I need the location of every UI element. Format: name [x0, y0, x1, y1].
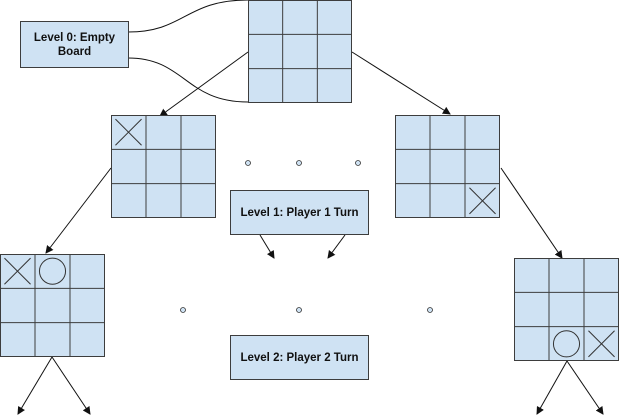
edge-label1-down-left	[259, 234, 275, 259]
edge-root-to-level1-left	[159, 51, 249, 117]
edge-root-to-level1-right	[351, 51, 451, 115]
edge-level2-left-down-right	[51, 356, 91, 415]
level0-label: Level 0: Empty Board	[20, 21, 129, 68]
level1-label: Level 1: Player 1 Turn	[230, 190, 369, 235]
ellipsis-dots-level1	[245, 160, 361, 166]
edge-level1-left-to-level2-left	[45, 167, 112, 254]
ellipsis-dot	[296, 307, 302, 313]
o-mark	[552, 330, 581, 358]
board-frame	[514, 258, 619, 361]
ellipsis-dots-level2	[180, 307, 433, 313]
ellipsis-dot	[296, 160, 302, 166]
level2-label: Level 2: Player 2 Turn	[230, 335, 369, 380]
edge-level2-left-down-left	[17, 356, 53, 415]
x-mark	[115, 118, 142, 146]
board-root	[248, 0, 352, 103]
board-level2-left	[0, 254, 105, 357]
board-level1-left	[111, 115, 216, 218]
edge-level2-right-down-left	[536, 360, 568, 415]
x-mark	[4, 257, 31, 285]
ellipsis-dot	[245, 160, 251, 166]
ellipsis-dot	[427, 307, 433, 313]
edge-level1-right-to-level2-right	[500, 167, 563, 259]
edge-level2-right-down-right	[566, 360, 604, 415]
x-mark	[588, 330, 615, 358]
ellipsis-dot	[180, 307, 186, 313]
label-connector-top	[127, 0, 249, 33]
x-mark	[469, 187, 496, 215]
o-mark	[38, 257, 67, 285]
edge-label1-down-right	[327, 234, 346, 259]
board-level1-right	[395, 115, 500, 218]
board-frame	[248, 0, 352, 103]
label-connector-bottom	[127, 57, 249, 103]
board-level2-right	[514, 258, 619, 361]
ellipsis-dot	[355, 160, 361, 166]
